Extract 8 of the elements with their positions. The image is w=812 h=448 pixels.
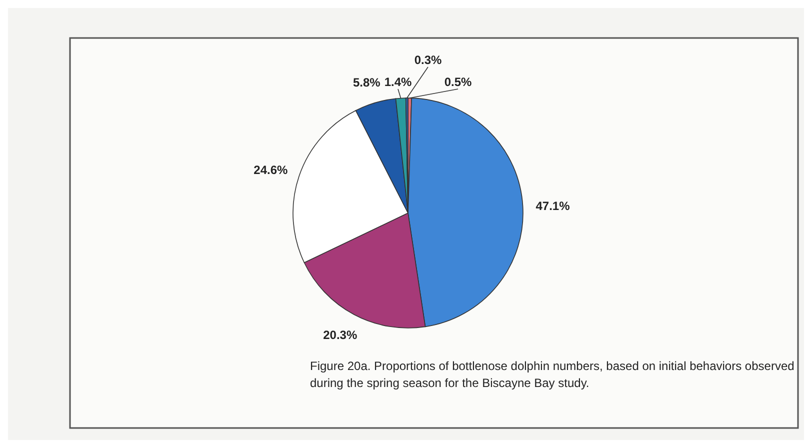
data-label: 0.3% <box>414 53 442 67</box>
data-label: 5.8% <box>352 76 381 90</box>
data-label: 0.5% <box>444 75 472 89</box>
data-label: 20.3% <box>323 328 358 342</box>
caption: Figure 20a. Proportions of bottlenose dolphin numbers, based on initial behaviors observed during the spring season for the Biscayne Bay study. <box>310 359 794 390</box>
data-label: 1.4% <box>384 75 412 89</box>
data-label: 24.6% <box>254 163 288 178</box>
data-label: 47.1% <box>536 198 570 213</box>
